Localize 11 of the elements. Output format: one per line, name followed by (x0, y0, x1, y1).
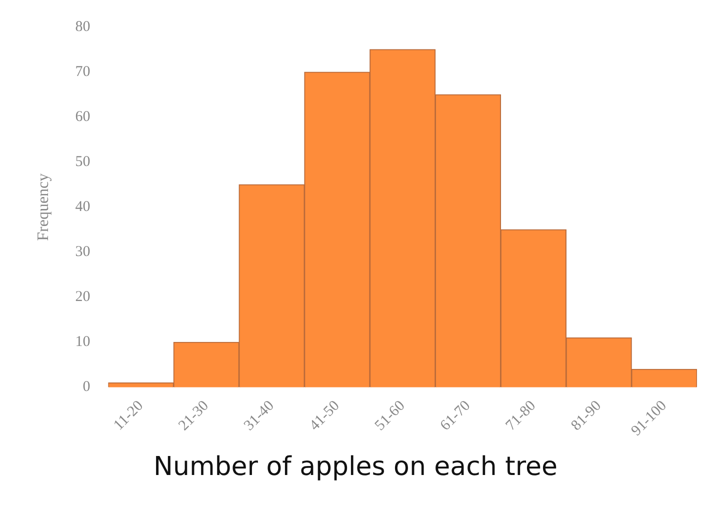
y-tick-label: 50 (75, 154, 90, 170)
y-tick-label: 60 (75, 108, 90, 125)
y-tick-label: 10 (75, 334, 90, 350)
y-tick-label: 80 (75, 18, 90, 35)
y-tick-label: 40 (75, 199, 90, 216)
x-axis-title: Number of apples on each tree (152, 452, 558, 482)
y-tick-label: 30 (75, 244, 90, 260)
y-tick-label: 20 (75, 289, 90, 306)
y-tick-label: 70 (75, 64, 90, 80)
y-tick-label: 0 (82, 379, 90, 396)
y-axis-title: Frequency (34, 173, 52, 241)
